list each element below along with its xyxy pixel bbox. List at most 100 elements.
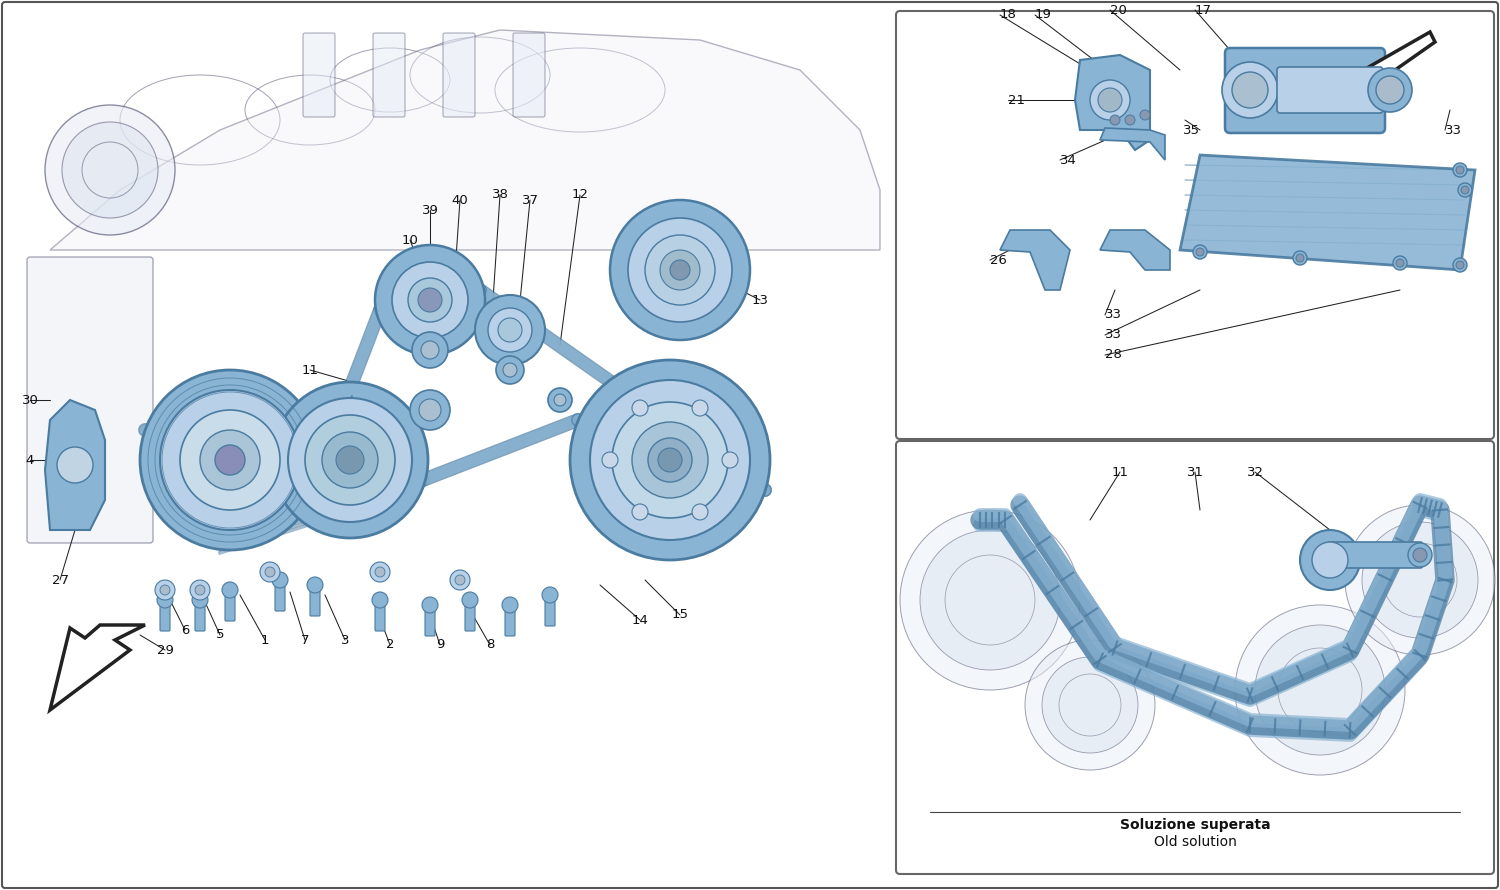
Polygon shape: [1076, 55, 1150, 150]
Circle shape: [1454, 163, 1467, 177]
Polygon shape: [1000, 230, 1070, 290]
Text: 13: 13: [752, 294, 768, 306]
Circle shape: [370, 562, 390, 582]
Circle shape: [1396, 259, 1404, 267]
FancyBboxPatch shape: [465, 601, 476, 631]
FancyBboxPatch shape: [374, 33, 405, 117]
Circle shape: [1125, 115, 1136, 125]
Circle shape: [322, 432, 378, 488]
Circle shape: [610, 200, 750, 340]
Circle shape: [496, 356, 523, 384]
Polygon shape: [50, 30, 880, 250]
Circle shape: [192, 592, 208, 608]
Circle shape: [140, 370, 320, 550]
Text: 7: 7: [302, 634, 309, 646]
Circle shape: [410, 390, 450, 430]
Text: 25: 25: [1354, 124, 1372, 136]
Circle shape: [1461, 186, 1468, 194]
FancyBboxPatch shape: [896, 11, 1494, 439]
FancyBboxPatch shape: [274, 581, 285, 611]
Text: 17: 17: [1196, 4, 1212, 17]
Polygon shape: [1180, 155, 1474, 270]
FancyBboxPatch shape: [1226, 48, 1385, 133]
Circle shape: [1368, 68, 1411, 112]
Circle shape: [372, 592, 388, 608]
Circle shape: [158, 592, 172, 608]
Circle shape: [632, 400, 648, 416]
Circle shape: [1110, 115, 1120, 125]
FancyBboxPatch shape: [544, 596, 555, 626]
Circle shape: [1300, 530, 1360, 590]
Circle shape: [214, 445, 244, 475]
Circle shape: [454, 575, 465, 585]
Circle shape: [62, 122, 158, 218]
Circle shape: [503, 363, 518, 377]
Circle shape: [612, 402, 728, 518]
Text: 19: 19: [1035, 9, 1052, 21]
Circle shape: [304, 415, 394, 505]
Circle shape: [692, 504, 708, 520]
Circle shape: [422, 597, 438, 613]
FancyBboxPatch shape: [506, 606, 515, 636]
Circle shape: [498, 318, 522, 342]
Circle shape: [548, 388, 572, 412]
Circle shape: [658, 448, 682, 472]
Circle shape: [190, 580, 210, 600]
Text: 40: 40: [452, 193, 468, 206]
Circle shape: [900, 510, 1080, 690]
Text: 39: 39: [422, 204, 438, 216]
Circle shape: [1293, 251, 1306, 265]
FancyBboxPatch shape: [513, 33, 544, 117]
Text: 11: 11: [1112, 465, 1128, 479]
Circle shape: [1098, 88, 1122, 112]
Circle shape: [413, 332, 448, 368]
Text: 20: 20: [1110, 4, 1126, 17]
Circle shape: [392, 262, 468, 338]
Circle shape: [1234, 605, 1406, 775]
FancyBboxPatch shape: [310, 586, 320, 616]
Text: 24: 24: [1294, 124, 1312, 136]
Circle shape: [1024, 640, 1155, 770]
Circle shape: [1456, 261, 1464, 269]
Text: 9: 9: [436, 638, 444, 651]
Circle shape: [1090, 80, 1130, 120]
Circle shape: [1196, 248, 1204, 256]
Text: 3: 3: [340, 634, 350, 646]
Circle shape: [632, 422, 708, 498]
Circle shape: [1458, 183, 1472, 197]
Text: Old solution: Old solution: [1154, 835, 1236, 849]
Text: 12: 12: [572, 189, 588, 201]
Text: 11: 11: [302, 363, 318, 376]
Circle shape: [57, 447, 93, 483]
Circle shape: [1140, 110, 1150, 120]
Circle shape: [272, 382, 428, 538]
Circle shape: [1408, 543, 1432, 567]
Circle shape: [260, 562, 280, 582]
Text: 38: 38: [492, 189, 508, 201]
Circle shape: [1232, 72, 1268, 108]
Circle shape: [1346, 505, 1496, 655]
Circle shape: [308, 577, 322, 593]
FancyBboxPatch shape: [225, 591, 236, 621]
Circle shape: [419, 288, 442, 312]
Polygon shape: [1100, 128, 1166, 160]
Circle shape: [648, 438, 692, 482]
Circle shape: [1222, 62, 1278, 118]
Text: 10: 10: [402, 233, 418, 247]
Circle shape: [154, 580, 176, 600]
FancyBboxPatch shape: [160, 601, 170, 631]
Circle shape: [476, 295, 544, 365]
Text: 32: 32: [1246, 465, 1263, 479]
Circle shape: [1312, 542, 1348, 578]
Circle shape: [375, 567, 386, 577]
FancyBboxPatch shape: [1276, 67, 1383, 113]
FancyBboxPatch shape: [424, 606, 435, 636]
Circle shape: [632, 504, 648, 520]
Text: 33: 33: [1106, 328, 1122, 342]
Text: 2: 2: [386, 638, 394, 651]
Text: 22: 22: [722, 483, 738, 497]
Text: 14: 14: [632, 613, 648, 627]
Circle shape: [160, 390, 300, 530]
Circle shape: [1256, 625, 1384, 755]
Text: 18: 18: [1000, 9, 1017, 21]
